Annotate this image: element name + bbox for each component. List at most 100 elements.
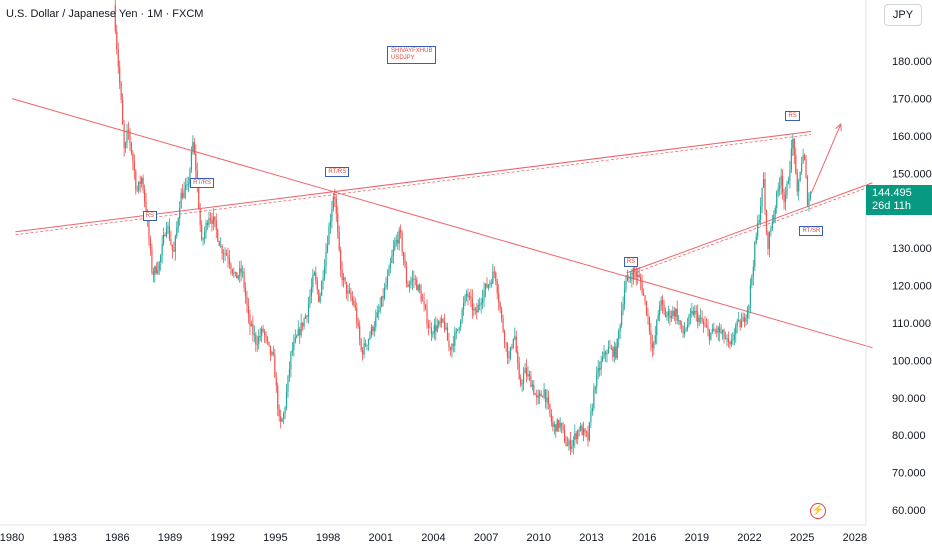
candle-body bbox=[493, 271, 495, 273]
candle-body bbox=[577, 430, 579, 439]
candle-body bbox=[803, 155, 806, 159]
candle-body bbox=[378, 311, 380, 313]
candle-body bbox=[208, 218, 210, 225]
candle-body bbox=[716, 330, 718, 333]
candle-body bbox=[117, 49, 119, 67]
candle-body bbox=[477, 304, 479, 313]
projection-arrow-line[interactable] bbox=[810, 123, 842, 195]
candle-body bbox=[654, 335, 656, 343]
time-axis[interactable]: 1980 1983 1986 1989 1992 1995 1998 2001 2004 2007… bbox=[0, 524, 867, 544]
candle-body bbox=[749, 284, 751, 305]
y-tick-label: 170.000 bbox=[892, 94, 932, 106]
candle-body bbox=[293, 341, 295, 350]
candle-body bbox=[664, 310, 667, 318]
x-tick-label: 2013 bbox=[579, 532, 603, 544]
candle-body bbox=[350, 292, 352, 298]
candle-body bbox=[171, 244, 173, 251]
candle-body bbox=[389, 262, 392, 268]
candle-body bbox=[407, 283, 409, 287]
candle-body bbox=[533, 384, 535, 394]
candle-body bbox=[307, 304, 310, 317]
candle-body bbox=[707, 327, 709, 331]
candle-body bbox=[489, 282, 491, 285]
candle-body bbox=[192, 142, 194, 152]
candle-body bbox=[602, 356, 604, 361]
candle-body bbox=[132, 152, 134, 162]
candle-body bbox=[370, 326, 372, 336]
projection-arrow[interactable] bbox=[810, 122, 842, 195]
candle-body bbox=[157, 270, 159, 274]
trendline[interactable] bbox=[11, 98, 873, 349]
x-tick-label: 1998 bbox=[316, 532, 340, 544]
candle-body bbox=[391, 256, 393, 263]
candle-body bbox=[209, 218, 212, 220]
candle-body bbox=[395, 239, 397, 243]
candle-body bbox=[701, 317, 703, 322]
annotation-label: RT/SR bbox=[799, 225, 824, 236]
candle-body bbox=[266, 337, 269, 342]
candle-body bbox=[198, 183, 200, 209]
candle-body bbox=[429, 327, 431, 329]
candle-body bbox=[182, 192, 184, 199]
y-tick-label: 110.000 bbox=[892, 318, 931, 330]
candle-body bbox=[424, 304, 427, 309]
trendline-channel[interactable] bbox=[15, 134, 812, 236]
candle-body bbox=[195, 153, 197, 171]
candle-body bbox=[644, 295, 646, 302]
candle-body bbox=[638, 274, 640, 278]
candle-body bbox=[189, 169, 191, 184]
candle-body bbox=[619, 325, 621, 332]
trendline-channel[interactable] bbox=[626, 185, 873, 277]
candle-body bbox=[221, 245, 223, 254]
projection-arrow-head[interactable] bbox=[835, 122, 842, 132]
x-tick-label: 2025 bbox=[790, 532, 814, 544]
candle-body bbox=[373, 326, 375, 332]
candle-body bbox=[122, 99, 124, 125]
last-price: 144.495 bbox=[872, 187, 912, 199]
candle-body bbox=[401, 232, 403, 252]
trendline[interactable] bbox=[626, 182, 873, 274]
x-tick-label: 2016 bbox=[632, 532, 656, 544]
candle-body bbox=[553, 424, 555, 427]
candle-body bbox=[337, 213, 339, 232]
candle-body bbox=[375, 316, 377, 327]
candle-body bbox=[604, 351, 607, 355]
currency-button[interactable]: JPY bbox=[884, 4, 922, 26]
candle-body bbox=[789, 169, 791, 181]
price-axis[interactable]: 60.000 70.000 80.000 90.000 100.000 110.000 12… bbox=[865, 0, 932, 525]
candle-body bbox=[471, 298, 473, 311]
candle-body bbox=[263, 331, 266, 335]
trendline[interactable] bbox=[15, 131, 812, 233]
candle-body bbox=[119, 66, 121, 84]
candle-body bbox=[610, 348, 612, 350]
candle-body bbox=[405, 267, 408, 284]
candle-body bbox=[193, 142, 195, 154]
candle-body bbox=[473, 308, 475, 311]
candle-body bbox=[685, 328, 687, 332]
candle-body bbox=[281, 418, 283, 422]
candle-body bbox=[187, 183, 190, 185]
candle-body bbox=[271, 352, 273, 355]
candle-body bbox=[681, 325, 683, 326]
candle-body bbox=[287, 375, 289, 392]
candle-body bbox=[660, 299, 662, 306]
trendlines[interactable] bbox=[11, 98, 873, 349]
candle-body bbox=[704, 324, 706, 326]
y-tick-label: 80.000 bbox=[892, 430, 926, 442]
candle-body bbox=[698, 318, 700, 323]
candle-body bbox=[711, 328, 713, 333]
candle-body bbox=[379, 306, 381, 312]
candle-body bbox=[176, 227, 178, 237]
candle-body bbox=[648, 316, 651, 332]
candle-body bbox=[250, 323, 253, 327]
candle-body bbox=[678, 320, 680, 321]
candle-body bbox=[653, 342, 655, 349]
candle-body bbox=[520, 378, 522, 385]
candle-body bbox=[496, 281, 498, 294]
candle-body bbox=[726, 337, 728, 339]
flash-icon[interactable]: ⚡ bbox=[810, 503, 826, 519]
candle-body bbox=[382, 296, 384, 299]
candle-body bbox=[184, 186, 187, 190]
candle-body bbox=[809, 193, 811, 199]
